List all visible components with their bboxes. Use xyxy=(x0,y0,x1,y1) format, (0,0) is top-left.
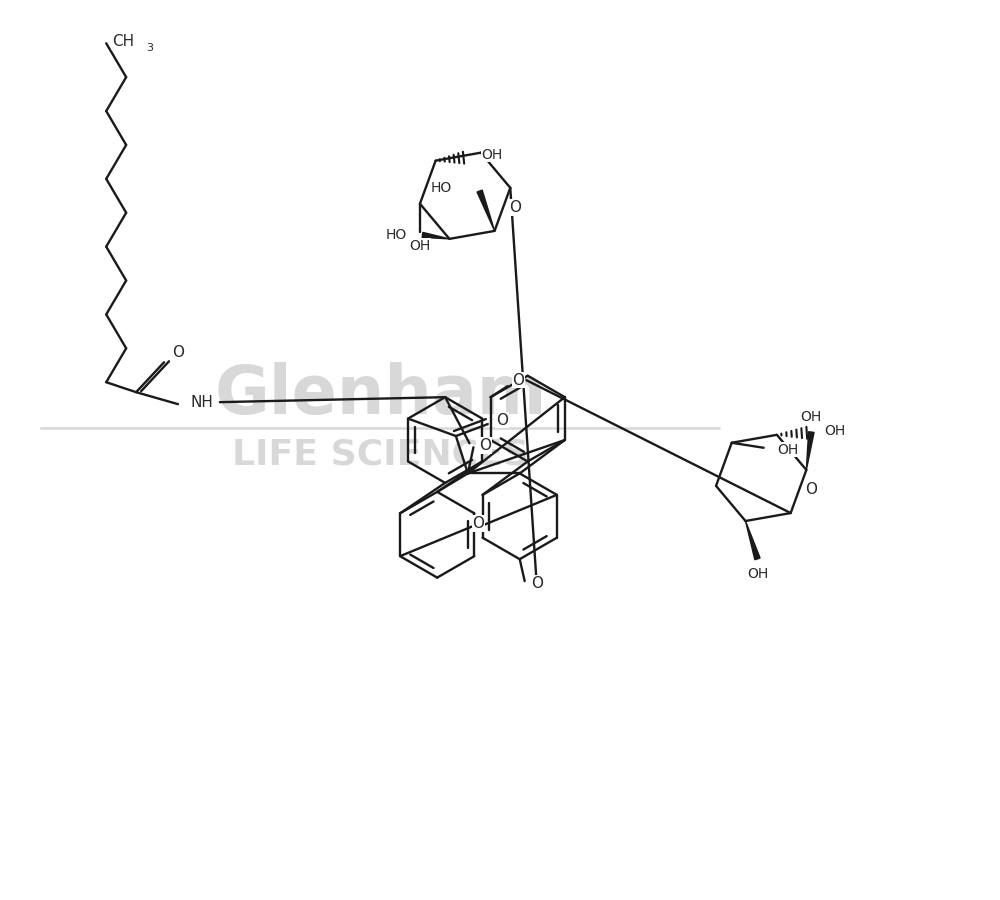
Text: O: O xyxy=(496,412,508,427)
Text: O: O xyxy=(172,345,184,360)
Polygon shape xyxy=(422,232,449,239)
Text: OH: OH xyxy=(747,567,768,580)
Text: HO: HO xyxy=(430,181,452,195)
Text: OH: OH xyxy=(409,238,431,253)
Text: NH: NH xyxy=(190,394,213,410)
Text: OH: OH xyxy=(778,443,799,457)
Text: O: O xyxy=(512,373,524,388)
Text: OH: OH xyxy=(481,148,503,162)
Text: O: O xyxy=(509,200,521,215)
Text: O: O xyxy=(531,576,543,590)
Text: CH: CH xyxy=(112,34,134,49)
Polygon shape xyxy=(746,521,760,560)
Text: 3: 3 xyxy=(147,43,154,53)
Polygon shape xyxy=(477,190,495,231)
Text: O: O xyxy=(479,437,491,453)
Text: LIFE SCIENCES: LIFE SCIENCES xyxy=(232,438,529,472)
Text: Glenham: Glenham xyxy=(214,362,546,428)
Text: OH: OH xyxy=(801,410,822,424)
Polygon shape xyxy=(806,432,814,470)
Text: O: O xyxy=(805,482,817,497)
Text: HO: HO xyxy=(385,228,407,242)
Text: O: O xyxy=(472,516,484,531)
Text: OH: OH xyxy=(825,424,846,437)
